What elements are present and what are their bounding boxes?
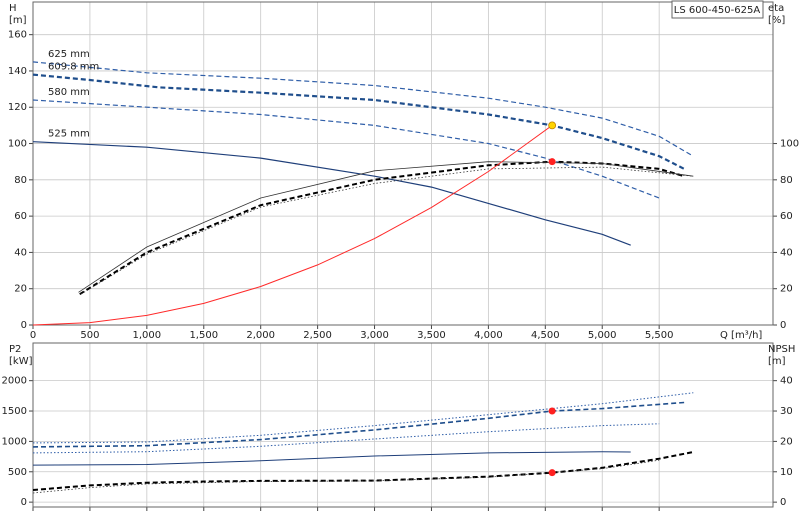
x-tick-label: 2,000: [246, 330, 275, 341]
y-tick-label: 40: [14, 247, 27, 258]
y2-tick-label: 60: [780, 211, 793, 222]
curve: [80, 166, 694, 295]
curve: [32, 99, 660, 199]
y2-tick-label: 0: [780, 320, 786, 331]
y2-tick-label: 40: [780, 376, 793, 387]
plot-frame: [32, 342, 774, 508]
operating-point: [548, 469, 556, 477]
operating-point: [548, 407, 556, 415]
curve-label: 609.8 mm: [48, 62, 99, 73]
title-box: [671, 0, 764, 19]
plot-area: [33, 343, 773, 507]
operating-point: [548, 121, 557, 130]
y-tick-label: 140: [8, 66, 27, 77]
x-tick-label: 3,000: [360, 330, 389, 341]
y2-tick-label: 20: [780, 284, 793, 295]
x-tick-label: 5,000: [588, 330, 617, 341]
y-tick-label: 500: [8, 467, 27, 478]
y-tick-label: 2000: [2, 376, 27, 387]
curve: [78, 161, 694, 293]
y2-tick-label: 20: [780, 436, 793, 447]
x-tick-label: 4,000: [474, 330, 503, 341]
y-tick-label: 160: [8, 30, 27, 41]
curve: [79, 160, 685, 296]
x-tick-label: 3,500: [417, 330, 446, 341]
y2-tick-label: 100: [780, 139, 799, 150]
y2-tick-label: 0: [780, 497, 786, 508]
x-tick-label: 5,500: [645, 330, 674, 341]
y-tick-label: 1500: [2, 406, 27, 417]
y2-tick-label: 30: [780, 406, 793, 417]
curve: [32, 141, 631, 246]
curve: [32, 459, 660, 494]
curve-label: 525 mm: [48, 129, 90, 140]
plot-frame: [32, 1, 774, 326]
y-axis-unit: [kW]: [9, 356, 33, 367]
x-axis-label: Q [m³/h]: [720, 330, 762, 341]
chart-title: LS 600-450-625A: [674, 5, 761, 16]
x-tick-label: 2,500: [303, 330, 332, 341]
operating-point: [548, 158, 556, 166]
y-tick-label: 100: [8, 139, 27, 150]
y-tick-label: 1000: [2, 436, 27, 447]
y-tick-label: 120: [8, 102, 27, 113]
x-tick-label: 1,000: [133, 330, 162, 341]
y-tick-label: 20: [14, 284, 27, 295]
y-tick-label: 0: [21, 497, 27, 508]
y2-axis-label: NPSH: [768, 344, 795, 355]
y-tick-label: 80: [14, 175, 27, 186]
curve: [32, 124, 553, 326]
y-axis-unit: [m]: [9, 15, 27, 26]
y-tick-label: 60: [14, 211, 27, 222]
y2-tick-label: 80: [780, 175, 793, 186]
y-tick-label: 0: [21, 320, 27, 331]
x-tick-label: 1,500: [189, 330, 218, 341]
curve-label: 580 mm: [48, 87, 90, 98]
y2-tick-label: 40: [780, 247, 793, 258]
y2-axis-label: eta: [768, 3, 784, 14]
x-tick-label: 4,500: [531, 330, 560, 341]
curve-label: 625 mm: [48, 49, 90, 60]
curve: [32, 392, 694, 444]
y2-tick-label: 10: [780, 467, 793, 478]
y2-axis-unit: [%]: [768, 15, 785, 26]
y2-axis-unit: [m]: [768, 356, 786, 367]
x-tick-label: 500: [80, 330, 99, 341]
plot-area: [33, 2, 773, 325]
y-axis-label: H: [9, 3, 17, 14]
x-tick-label: 0: [30, 330, 36, 341]
curve: [32, 401, 685, 448]
curve: [32, 451, 631, 466]
curve: [32, 73, 685, 170]
y-axis-label: P2: [9, 344, 21, 355]
curve: [32, 61, 694, 157]
